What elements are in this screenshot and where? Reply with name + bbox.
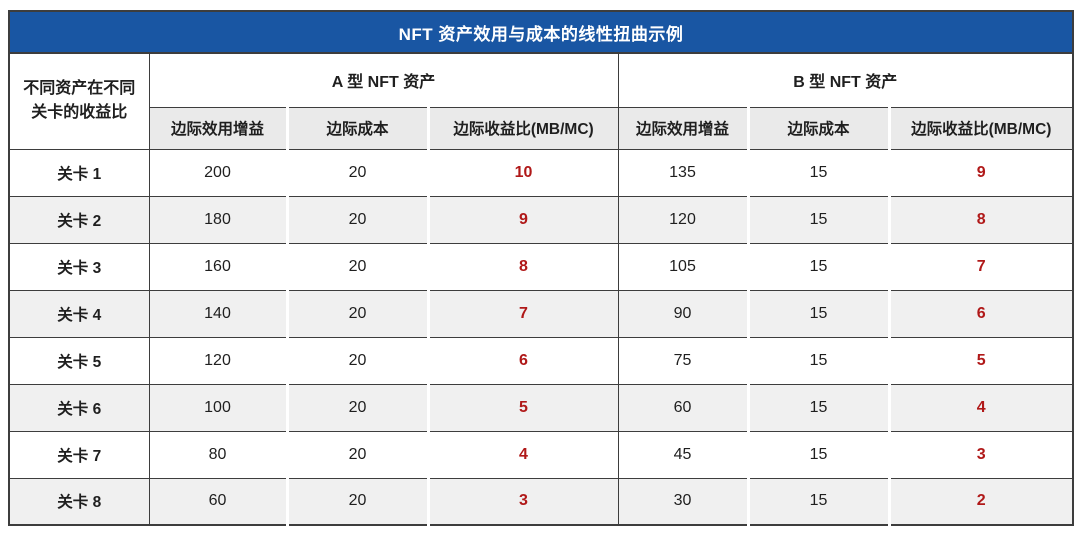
cell-a-ratio: 3 [426, 478, 618, 526]
subheader-a-ratio: 边际收益比(MB/MC) [426, 107, 618, 150]
cell-b-ratio: 7 [887, 243, 1073, 291]
row-label: 关卡 6 [9, 384, 149, 432]
table-row: 关卡 5 120 20 6 75 15 5 [9, 337, 1073, 385]
cell-b-cost: 15 [746, 290, 889, 338]
table-title: NFT 资产效用与成本的线性扭曲示例 [9, 11, 1073, 54]
cell-b-utility: 75 [617, 337, 748, 385]
cell-a-utility: 180 [148, 196, 287, 244]
table-row: 关卡 8 60 20 3 30 15 2 [9, 478, 1073, 526]
cell-a-cost: 20 [285, 478, 428, 526]
cell-b-cost: 15 [746, 384, 889, 432]
cell-a-cost: 20 [285, 149, 428, 197]
row-label: 关卡 5 [9, 337, 149, 385]
table-row: 关卡 3 160 20 8 105 15 7 [9, 243, 1073, 291]
cell-b-ratio: 6 [887, 290, 1073, 338]
cell-b-utility: 30 [617, 478, 748, 526]
row-label: 关卡 4 [9, 290, 149, 338]
cell-a-ratio: 8 [426, 243, 618, 291]
cell-b-ratio: 9 [887, 149, 1073, 197]
cell-b-ratio: 8 [887, 196, 1073, 244]
cell-a-ratio: 4 [426, 431, 618, 479]
cell-b-utility: 120 [617, 196, 748, 244]
corner-header-line1: 不同资产在不同 [23, 80, 136, 98]
cell-b-cost: 15 [746, 337, 889, 385]
cell-b-cost: 15 [746, 431, 889, 479]
nft-table-container: NFT 资产效用与成本的线性扭曲示例 不同资产在不同 关卡的收益比 A 型 NF… [8, 10, 1074, 526]
subheader-b-ratio: 边际收益比(MB/MC) [887, 107, 1073, 150]
cell-b-ratio: 5 [887, 337, 1073, 385]
cell-a-cost: 20 [285, 431, 428, 479]
subheader-a-utility: 边际效用增益 [148, 107, 287, 150]
row-label: 关卡 8 [9, 478, 149, 526]
table-row: 关卡 6 100 20 5 60 15 4 [9, 384, 1073, 432]
cell-a-cost: 20 [285, 243, 428, 291]
cell-b-utility: 135 [617, 149, 748, 197]
cell-b-cost: 15 [746, 196, 889, 244]
cell-a-utility: 160 [148, 243, 287, 291]
cell-b-utility: 60 [617, 384, 748, 432]
subheader-b-cost: 边际成本 [746, 107, 889, 150]
cell-b-ratio: 4 [887, 384, 1073, 432]
table-row: 关卡 2 180 20 9 120 15 8 [9, 196, 1073, 244]
cell-a-cost: 20 [285, 196, 428, 244]
cell-a-utility: 120 [148, 337, 287, 385]
cell-b-cost: 15 [746, 478, 889, 526]
table-row: 关卡 7 80 20 4 45 15 3 [9, 431, 1073, 479]
cell-a-ratio: 10 [426, 149, 618, 197]
cell-b-cost: 15 [746, 243, 889, 291]
corner-header: 不同资产在不同 关卡的收益比 [9, 53, 149, 150]
cell-a-cost: 20 [285, 337, 428, 385]
cell-a-ratio: 5 [426, 384, 618, 432]
nft-utility-cost-table: NFT 资产效用与成本的线性扭曲示例 不同资产在不同 关卡的收益比 A 型 NF… [8, 10, 1074, 526]
group-header-row: 不同资产在不同 关卡的收益比 A 型 NFT 资产 B 型 NFT 资产 [9, 53, 1073, 150]
cell-a-ratio: 7 [426, 290, 618, 338]
table-row: 关卡 1 200 20 10 135 15 9 [9, 149, 1073, 197]
row-label: 关卡 7 [9, 431, 149, 479]
subheader-row: 边际效用增益 边际成本 边际收益比(MB/MC) 边际效用增益 边际成本 边际收… [9, 107, 1073, 150]
cell-b-utility: 45 [617, 431, 748, 479]
cell-b-utility: 90 [617, 290, 748, 338]
cell-a-utility: 60 [148, 478, 287, 526]
cell-a-cost: 20 [285, 290, 428, 338]
cell-a-ratio: 9 [426, 196, 618, 244]
cell-a-utility: 140 [148, 290, 287, 338]
group-header-a: A 型 NFT 资产 [148, 53, 618, 108]
row-label: 关卡 3 [9, 243, 149, 291]
table-title-bar: NFT 资产效用与成本的线性扭曲示例 [9, 11, 1073, 54]
row-label: 关卡 2 [9, 196, 149, 244]
cell-a-utility: 80 [148, 431, 287, 479]
cell-b-ratio: 2 [887, 478, 1073, 526]
corner-header-line2: 关卡的收益比 [31, 104, 128, 122]
row-label: 关卡 1 [9, 149, 149, 197]
cell-b-ratio: 3 [887, 431, 1073, 479]
cell-a-utility: 100 [148, 384, 287, 432]
cell-a-cost: 20 [285, 384, 428, 432]
group-header-b: B 型 NFT 资产 [617, 53, 1073, 108]
cell-b-utility: 105 [617, 243, 748, 291]
cell-a-ratio: 6 [426, 337, 618, 385]
subheader-a-cost: 边际成本 [285, 107, 428, 150]
cell-a-utility: 200 [148, 149, 287, 197]
cell-b-cost: 15 [746, 149, 889, 197]
table-row: 关卡 4 140 20 7 90 15 6 [9, 290, 1073, 338]
subheader-b-utility: 边际效用增益 [617, 107, 748, 150]
